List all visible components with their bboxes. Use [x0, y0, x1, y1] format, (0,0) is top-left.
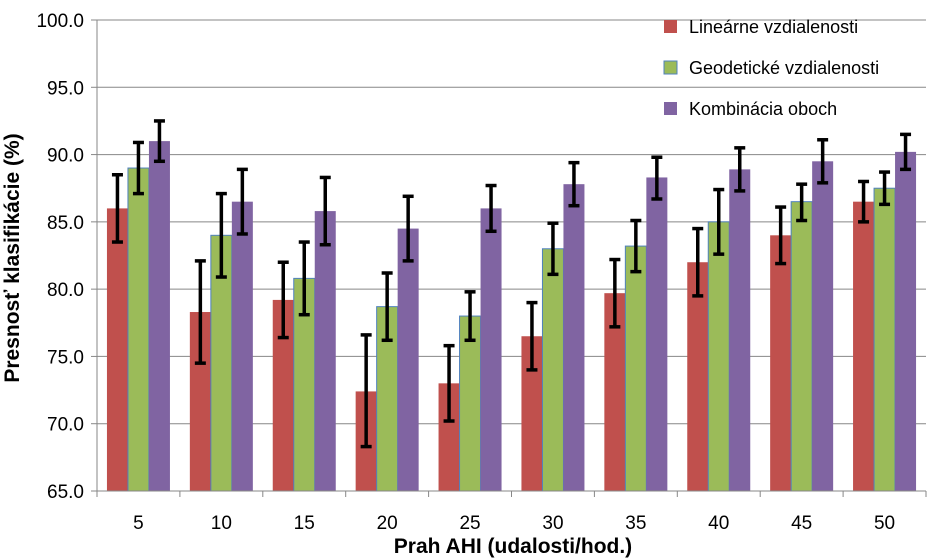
bar — [646, 177, 668, 491]
legend-swatch — [664, 102, 677, 115]
bar — [563, 184, 585, 492]
x-tick-label: 45 — [791, 513, 812, 534]
axes — [96, 20, 927, 497]
x-tick-label: 30 — [542, 513, 563, 534]
y-tick-label: 85.0 — [47, 213, 84, 234]
bar — [790, 201, 813, 492]
bar — [438, 383, 460, 491]
x-tick-label: 5 — [133, 513, 144, 534]
bar — [189, 312, 211, 491]
y-tick-label: 75.0 — [47, 347, 84, 368]
bar — [459, 315, 482, 492]
x-axis-title: Prah AHI (udalosti/hod.) — [394, 535, 632, 558]
bar — [148, 141, 170, 491]
bar — [812, 161, 834, 492]
bar — [624, 245, 647, 492]
legend-swatch — [664, 20, 677, 33]
x-tick-label: 20 — [377, 513, 398, 534]
x-tick-label: 50 — [874, 513, 895, 534]
bar — [604, 293, 626, 491]
y-tick-label: 90.0 — [47, 146, 84, 167]
x-tick-label: 15 — [294, 513, 315, 534]
bar — [127, 167, 150, 492]
bar — [541, 248, 564, 492]
bar — [480, 208, 502, 491]
x-tick-label: 40 — [708, 513, 729, 534]
bar — [231, 201, 253, 491]
bar — [873, 187, 896, 492]
bar — [272, 299, 294, 491]
bar — [397, 228, 419, 492]
y-tick-label: 80.0 — [47, 280, 84, 301]
legend-label: Geodetické vzdialenosti — [689, 58, 879, 78]
bar — [314, 211, 336, 491]
y-tick-label: 70.0 — [47, 415, 84, 436]
x-tick-label: 35 — [625, 513, 646, 534]
bar — [853, 201, 875, 491]
x-tick-label: 25 — [459, 513, 480, 534]
y-axis-title: Presnosť klasifikácie (%) — [1, 133, 24, 382]
x-axis-tick-labels: 5 10 15 20 25 30 35 40 45 50 — [133, 513, 895, 534]
bar — [729, 169, 751, 492]
y-tick-label: 65.0 — [47, 482, 84, 503]
bar — [521, 336, 543, 491]
bar — [770, 235, 792, 491]
legend-label: Kombinácia oboch — [689, 99, 837, 119]
y-tick-label: 100.0 — [36, 11, 84, 32]
error-bars-group — [111, 119, 912, 449]
legend: Lineárne vzdialenosti Geodetické vzdialen… — [663, 17, 879, 119]
bar-series-group — [106, 141, 917, 492]
bar — [106, 208, 128, 491]
bar — [707, 221, 730, 492]
x-tick-label: 10 — [211, 513, 232, 534]
bar — [687, 262, 709, 491]
y-axis-tick-labels: 65.0 70.0 75.0 80.0 85.0 90.0 95.0 100.0 — [36, 11, 84, 503]
legend-label: Lineárne vzdialenosti — [689, 17, 858, 37]
y-tick-label: 95.0 — [47, 78, 84, 99]
legend-swatch — [663, 60, 678, 75]
bar — [895, 151, 917, 491]
